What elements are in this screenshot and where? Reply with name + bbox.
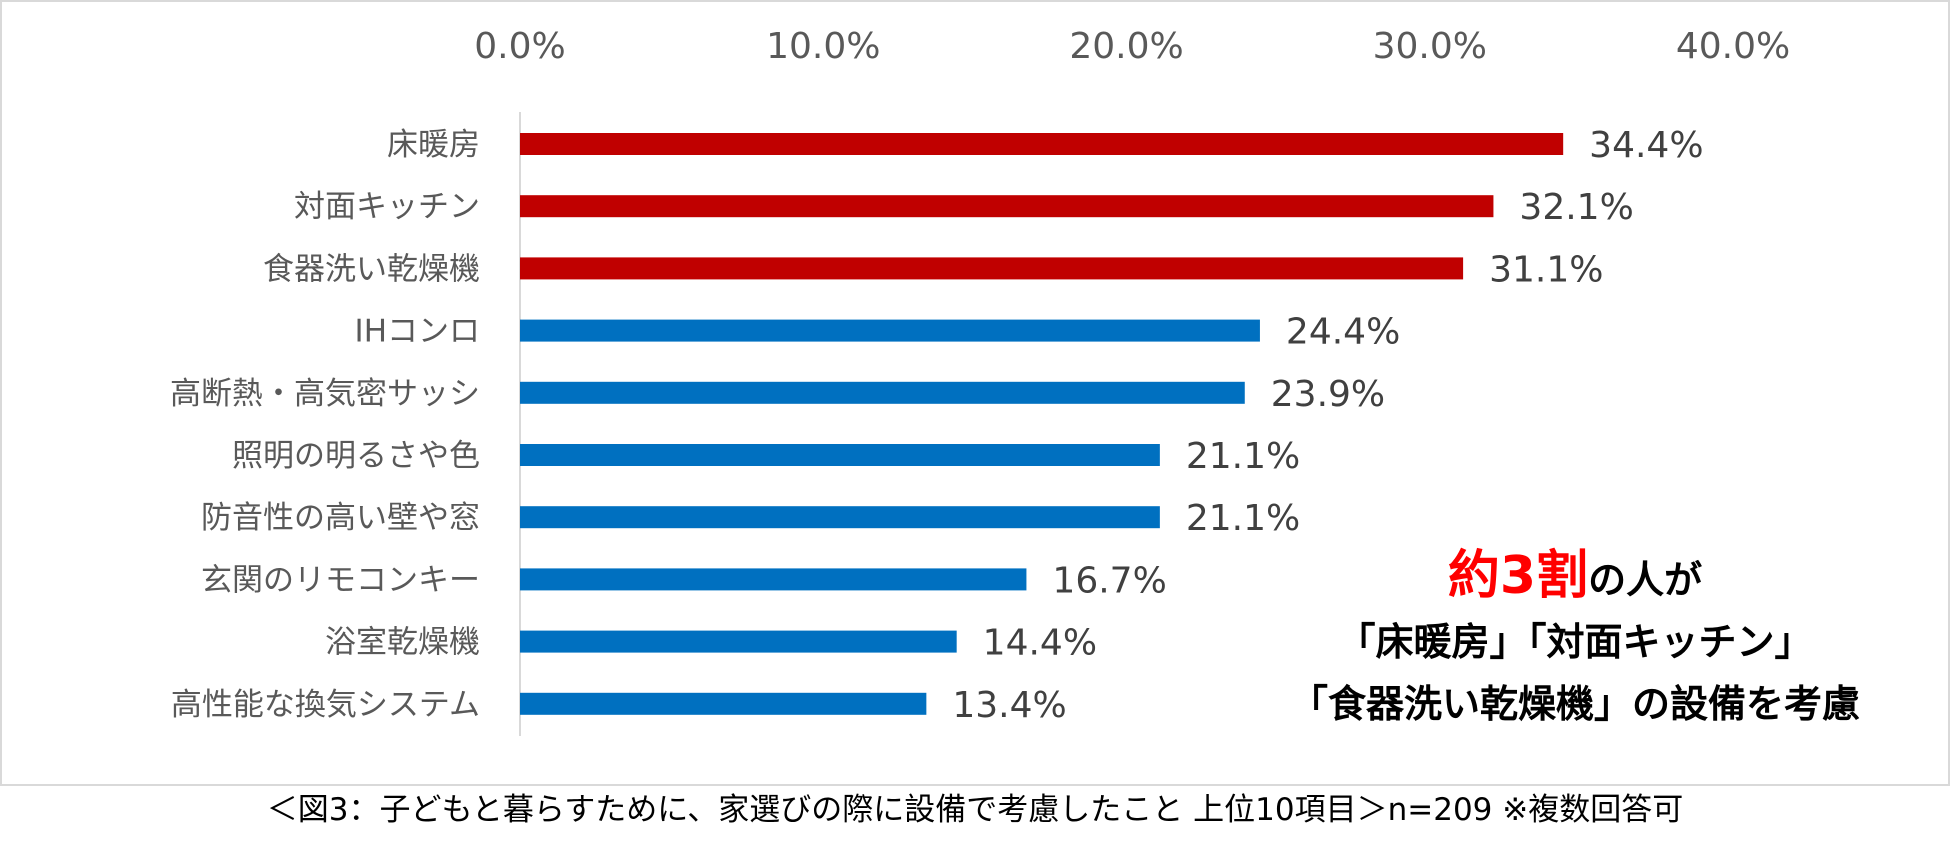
data-label: 21.1% (1186, 436, 1300, 477)
category-label: 高断熱・高気密サッシ (170, 376, 480, 412)
category-label: 床暖房 (387, 127, 480, 163)
annotation-line-1-rest: の人が (1588, 558, 1703, 602)
bar (520, 506, 1160, 529)
data-label: 34.4% (1589, 125, 1703, 166)
data-label: 32.1% (1519, 187, 1633, 228)
category-label: 照明の明るさや色 (232, 438, 480, 474)
category-label: 高性能な換気システム (171, 687, 480, 723)
data-label: 23.9% (1271, 374, 1385, 415)
annotation-line-2: 「床暖房」「対面キッチン」 (1337, 620, 1813, 664)
x-tick-label: 0.0% (474, 26, 565, 67)
category-label: 防音性の高い壁や窓 (201, 500, 480, 536)
chart-annotation: 約3割の人が 「床暖房」「対面キッチン」 「食器洗い乾燥機」の設備を考慮 (1195, 545, 1950, 735)
annotation-line-1: 約3割の人が (1195, 545, 1950, 611)
data-label: 21.1% (1186, 498, 1300, 539)
bar (520, 444, 1160, 466)
data-label: 13.4% (952, 685, 1066, 726)
data-label: 31.1% (1489, 249, 1603, 290)
bar (520, 630, 957, 653)
bar (520, 195, 1494, 218)
annotation-highlight: 約3割 (1447, 546, 1589, 606)
bar (520, 692, 927, 715)
x-tick-label: 30.0% (1373, 26, 1487, 67)
annotation-line-3: 「食器洗い乾燥機」の設備を考慮 (1289, 682, 1860, 726)
category-label: 玄関のリモコンキー (201, 562, 480, 598)
bar-chart: 0.0% 10.0% 20.0% 30.0% 40.0% 床暖房 34.4% 対面キッチン 32… (170, 26, 1790, 736)
figure-caption: ＜図3：子どもと暮らすために、家選びの際に設備で考慮したこと 上位10項目＞n=… (266, 792, 1684, 828)
data-label: 14.4% (983, 623, 1097, 664)
category-label: IHコンロ (355, 314, 480, 350)
bar (520, 257, 1464, 280)
x-tick-label: 40.0% (1676, 26, 1790, 67)
data-label: 16.7% (1052, 560, 1166, 601)
category-label: 食器洗い乾燥機 (263, 251, 480, 287)
bar (520, 381, 1245, 404)
x-tick-label: 10.0% (766, 26, 880, 67)
bar (520, 568, 1027, 591)
bar (520, 133, 1564, 155)
category-label: 浴室乾燥機 (325, 625, 480, 661)
bar (520, 319, 1260, 342)
category-label: 対面キッチン (294, 189, 480, 225)
data-label: 24.4% (1286, 312, 1400, 353)
x-tick-label: 20.0% (1069, 26, 1183, 67)
